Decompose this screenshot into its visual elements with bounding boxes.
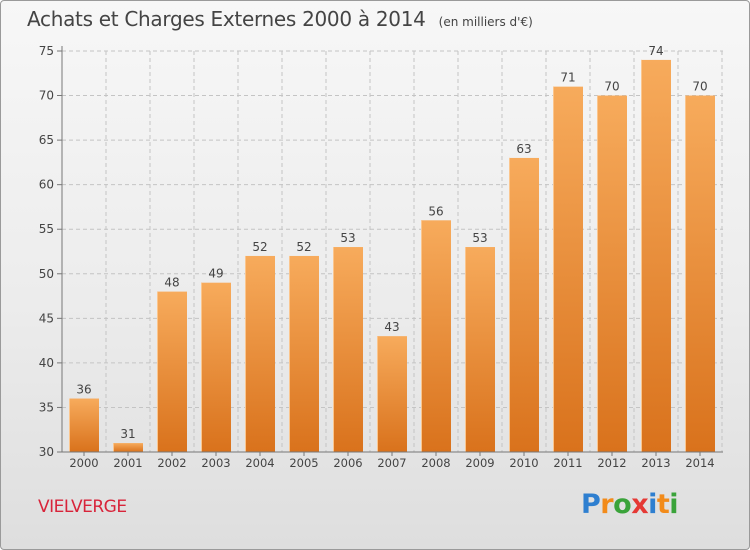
chart-title: Achats et Charges Externes 2000 à 2014 [27,7,426,31]
logo-letter: P [581,489,601,520]
x-tick-label: 2000 [69,456,98,470]
data-labels: 36 31 48 49 52 52 53 43 56 53 63 71 70 74 70 [76,44,707,441]
x-tick-label: 2005 [289,456,318,470]
logo-letter: o [613,489,632,520]
data-label: 52 [296,240,311,254]
x-tick-label: 2013 [641,456,670,470]
x-tick-label: 2007 [377,456,406,470]
logo-letter: t [656,489,670,520]
x-tick-label: 2010 [509,456,538,470]
y-tick-label: 35 [39,400,54,414]
place-label: VIELVERGE [38,497,127,517]
data-label: 74 [648,44,663,58]
data-label: 53 [340,231,355,245]
bar [641,59,671,453]
logo-letter: r [600,489,614,520]
bar [421,220,451,452]
data-label: 63 [516,142,531,156]
bar [157,291,187,452]
bar [113,443,143,452]
title-row: Achats et Charges Externes 2000 à 2014 (… [27,7,533,31]
axes: 30 35 40 45 50 55 60 65 70 75 2000 2001 2002 2003 2004… [39,44,723,470]
logo-letter: i [669,489,679,520]
data-label: 36 [76,383,91,397]
y-tick-label: 50 [39,267,54,281]
y-tick-label: 30 [39,445,54,459]
bar [553,86,583,453]
x-tick-label: 2009 [465,456,494,470]
y-tick-label: 75 [39,44,54,58]
bar [509,157,539,452]
data-label: 43 [384,320,399,334]
bar [201,282,231,452]
data-label: 49 [208,267,223,281]
bar [333,247,363,452]
logo-letter: i [648,489,657,520]
bar [69,398,99,452]
x-tick-label: 2004 [245,456,274,470]
y-tick-label: 45 [39,311,54,325]
x-tick-label: 2012 [597,456,626,470]
x-tick-label: 2002 [157,456,186,470]
data-label: 70 [604,80,619,94]
bars [69,59,715,453]
x-tick-label: 2008 [421,456,450,470]
y-tick-label: 55 [39,222,54,236]
y-tick-label: 70 [39,89,54,103]
y-tick-label: 60 [39,178,54,192]
bar [465,247,495,452]
bar [377,336,407,452]
data-label: 48 [164,276,179,290]
data-label: 70 [692,80,707,94]
bar [685,95,715,453]
data-label: 71 [560,71,575,85]
proxiti-logo: Proxiti [581,489,679,520]
y-tick-label: 65 [39,133,54,147]
x-tick-label: 2011 [553,456,582,470]
data-label: 31 [120,427,135,441]
data-label: 56 [428,204,443,218]
logo-letter: x [631,489,649,520]
bar [289,255,319,452]
bar [245,255,275,452]
x-tick-label: 2001 [113,456,142,470]
chart-subtitle: (en milliers d'€) [438,15,533,29]
x-tick-label: 2014 [685,456,714,470]
x-tick-label: 2003 [201,456,230,470]
data-label: 53 [472,231,487,245]
y-tick-label: 40 [39,356,54,370]
data-label: 52 [252,240,267,254]
bar [597,95,627,453]
x-tick-label: 2006 [333,456,362,470]
